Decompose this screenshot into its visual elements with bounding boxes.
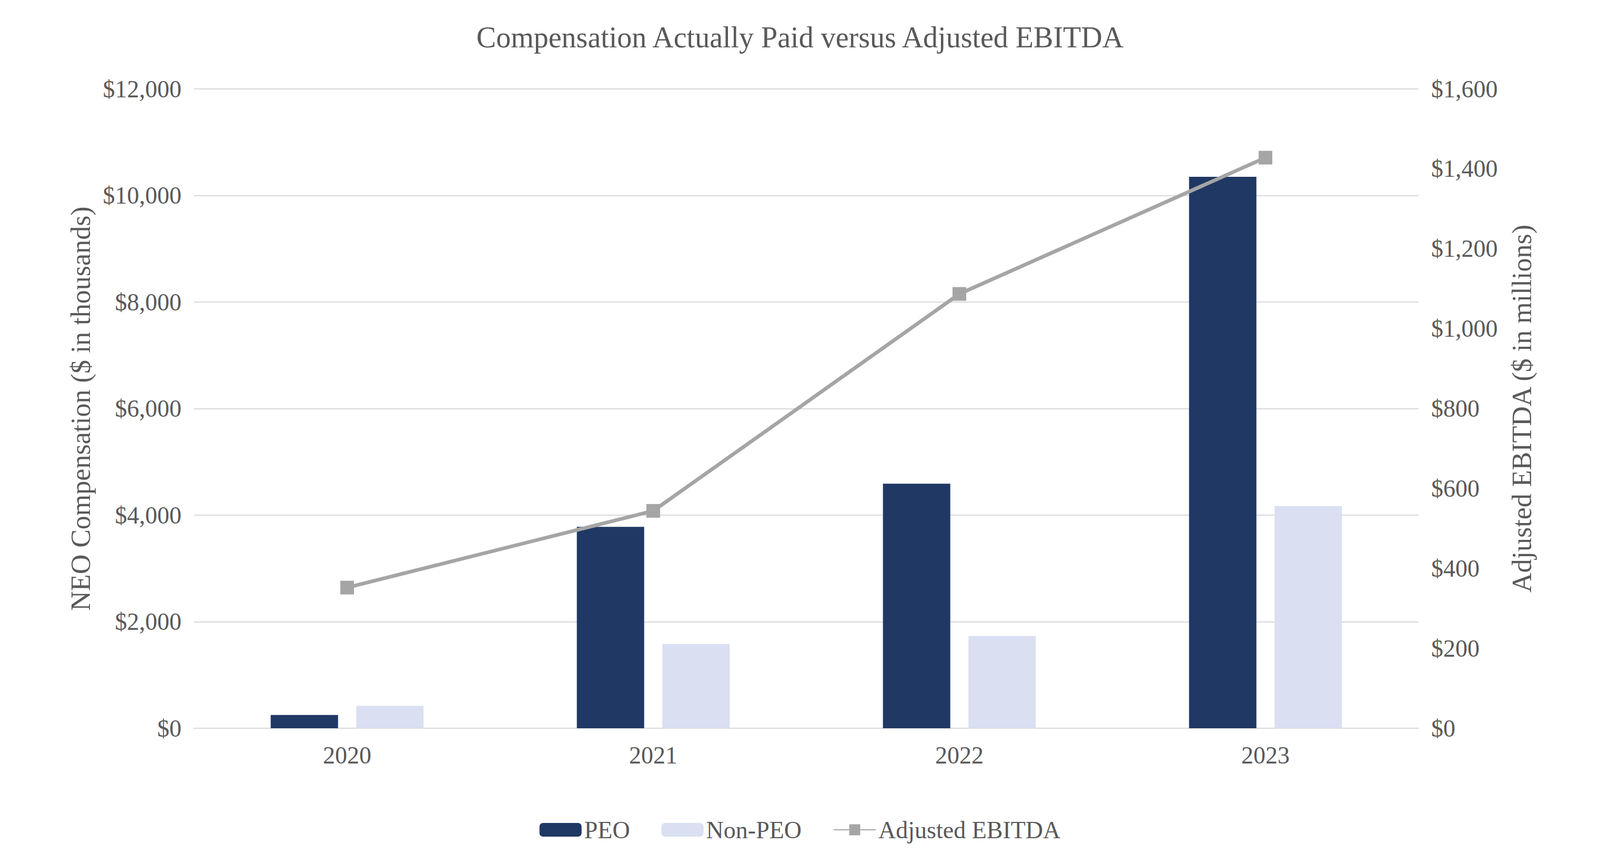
svg-text:2023: 2023 — [1241, 741, 1290, 769]
svg-text:$10,000: $10,000 — [103, 181, 182, 209]
svg-text:$1,400: $1,400 — [1431, 155, 1498, 182]
svg-text:Adjusted EBITDA: Adjusted EBITDA — [878, 816, 1061, 844]
svg-text:2020: 2020 — [322, 741, 372, 769]
svg-text:NEO Compensation ($ in thousan: NEO Compensation ($ in thousands) — [65, 206, 97, 611]
svg-text:PEO: PEO — [584, 816, 631, 844]
svg-text:$8,000: $8,000 — [115, 288, 182, 316]
svg-text:$200: $200 — [1431, 634, 1480, 662]
svg-text:$1,000: $1,000 — [1431, 315, 1498, 342]
svg-text:$6,000: $6,000 — [115, 395, 182, 422]
svg-text:Compensation Actually Paid ver: Compensation Actually Paid versus Adjust… — [476, 21, 1124, 54]
svg-text:$0: $0 — [1431, 714, 1456, 742]
svg-text:$800: $800 — [1431, 395, 1480, 422]
svg-text:$1,600: $1,600 — [1431, 75, 1498, 103]
svg-text:$0: $0 — [157, 714, 182, 742]
svg-text:Non-PEO: Non-PEO — [706, 816, 802, 844]
svg-text:$1,200: $1,200 — [1431, 235, 1498, 262]
svg-text:$12,000: $12,000 — [103, 75, 182, 103]
svg-text:$4,000: $4,000 — [115, 501, 182, 529]
svg-text:2022: 2022 — [935, 741, 984, 769]
svg-text:2021: 2021 — [629, 741, 678, 769]
svg-text:$400: $400 — [1431, 554, 1480, 582]
svg-text:Adjusted EBITDA ($ in millions: Adjusted EBITDA ($ in millions) — [1506, 224, 1538, 593]
svg-text:$2,000: $2,000 — [115, 608, 182, 635]
svg-text:$600: $600 — [1431, 474, 1480, 502]
